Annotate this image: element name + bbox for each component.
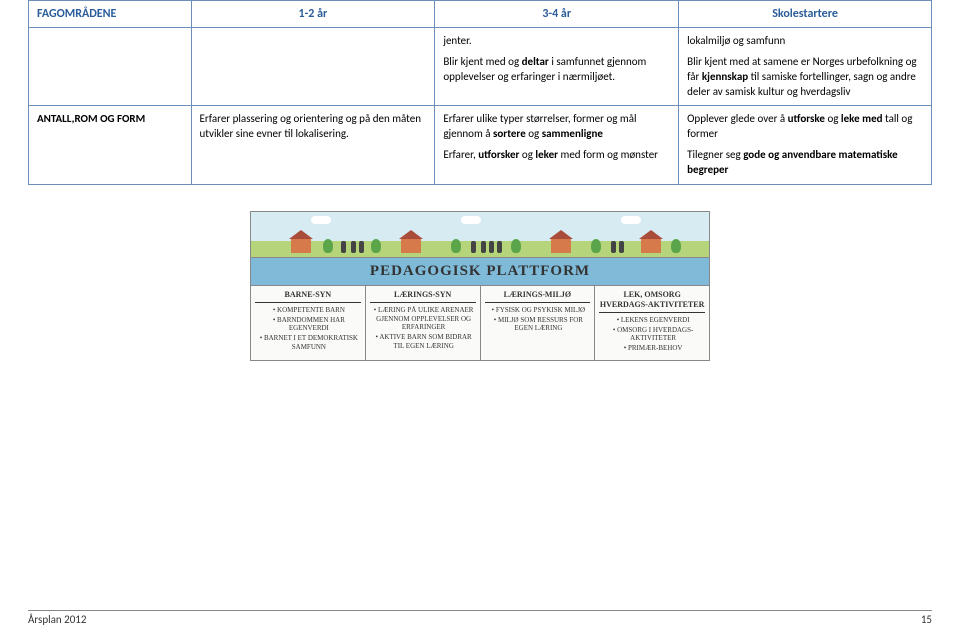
note-item: KOMPETENTE BARN bbox=[257, 306, 361, 315]
note-title: LÆRINGS-MILJØ bbox=[485, 290, 591, 303]
note-card: BARNE-SYN KOMPETENTE BARNBARNDOMMEN HAR E… bbox=[251, 286, 366, 360]
note-item: PRIMÆR-BEHOV bbox=[601, 344, 705, 353]
table-cell: lokalmiljø og samfunnBlir kjent med at s… bbox=[679, 28, 932, 106]
note-item: BARNDOMMEN HAR EGENVERDI bbox=[257, 316, 361, 334]
col-header: 3-4 år bbox=[435, 1, 679, 28]
row-label bbox=[29, 28, 192, 106]
col-header: FAGOMRÅDENE bbox=[29, 1, 192, 28]
note-card: LÆRINGS-SYN LÆRING PÅ ULIKE ARENAER GJENN… bbox=[366, 286, 481, 360]
table-cell: jenter.Blir kjent med og deltar i samfun… bbox=[435, 28, 679, 106]
table-row: ANTALL,ROM OG FORMErfarer plassering og … bbox=[29, 106, 932, 184]
note-item: MILJØ SOM RESSURS FOR EGEN LÆRING bbox=[487, 316, 591, 334]
footer-page-number: 15 bbox=[921, 613, 932, 626]
note-item: FYSISK OG PSYKISK MILJØ bbox=[487, 306, 591, 315]
note-title: LÆRINGS-SYN bbox=[370, 290, 476, 303]
col-header: 1-2 år bbox=[191, 1, 435, 28]
note-card: LEK, OMSORG HVERDAGS-AKTIVITETER LEKENS E… bbox=[595, 286, 709, 360]
note-item: LEKENS EGENVERDI bbox=[601, 316, 705, 325]
table-cell: Opplever glede over å utforske og leke m… bbox=[679, 106, 932, 184]
note-item: LÆRING PÅ ULIKE ARENAER GJENNOM OPPLEVEL… bbox=[372, 306, 476, 332]
notes-row: BARNE-SYN KOMPETENTE BARNBARNDOMMEN HAR E… bbox=[250, 286, 710, 361]
table-cell bbox=[191, 28, 435, 106]
table-cell: Erfarer plassering og orientering og på … bbox=[191, 106, 435, 184]
table-cell: Erfarer ulike typer størrelser, former o… bbox=[435, 106, 679, 184]
note-card: LÆRINGS-MILJØ FYSISK OG PSYKISK MILJØMILJ… bbox=[481, 286, 596, 360]
footer-left: Årsplan 2012 bbox=[28, 613, 86, 626]
note-title: LEK, OMSORG HVERDAGS-AKTIVITETER bbox=[599, 290, 705, 313]
col-header: Skolestartere bbox=[679, 1, 932, 28]
curriculum-table: FAGOMRÅDENE 1-2 år 3-4 år Skolestartere … bbox=[28, 0, 932, 185]
banner-text: PEDAGOGISK PLATTFORM bbox=[250, 257, 710, 286]
table-row: jenter.Blir kjent med og deltar i samfun… bbox=[29, 28, 932, 106]
note-item: OMSORG I HVERDAGS-AKTIVITETER bbox=[601, 326, 705, 344]
note-title: BARNE-SYN bbox=[255, 290, 361, 303]
table-header-row: FAGOMRÅDENE 1-2 år 3-4 år Skolestartere bbox=[29, 1, 932, 28]
note-item: BARNET I ET DEMOKRATISK SAMFUNN bbox=[257, 334, 361, 352]
note-item: AKTIVE BARN SOM BIDRAR TIL EGEN LÆRING bbox=[372, 333, 476, 351]
scene-drawing bbox=[250, 211, 710, 257]
page-footer: Årsplan 2012 15 bbox=[28, 610, 932, 626]
illustration: PEDAGOGISK PLATTFORM BARNE-SYN KOMPETENTE… bbox=[28, 211, 932, 361]
row-label: ANTALL,ROM OG FORM bbox=[29, 106, 192, 184]
